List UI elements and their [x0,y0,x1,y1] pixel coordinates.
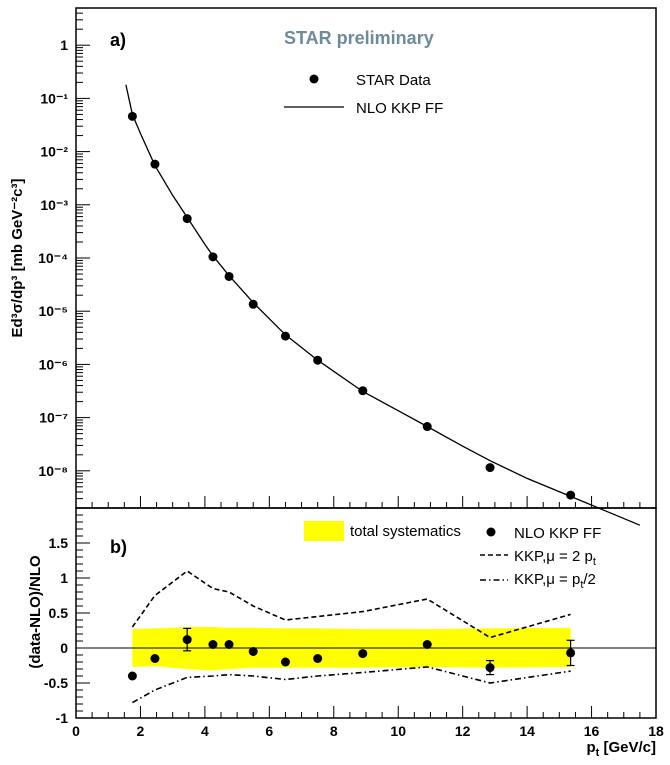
top-y-tick-label: 10⁻² [40,144,68,160]
legend-swatch-systematics [304,521,344,541]
top-y-tick-label: 10⁻⁶ [39,356,68,372]
legend-label-nlo-points: NLO KKP FF [514,525,601,542]
bottom-y-tick-label: -0.5 [44,675,68,691]
x-tick-label: 12 [455,723,471,739]
star-data-point [313,355,323,365]
bottom-y-tick-label: -1 [56,710,69,726]
x-tick-label: 18 [648,723,664,739]
top-y-tick-label: 10⁻⁷ [39,410,68,426]
bottom-y-tick-label: 1 [60,570,68,586]
legend-marker-star-data [309,74,319,84]
systematics-band-area [132,627,571,671]
x-axis-label: pt [GeV/c] [586,739,656,759]
bottom-y-tick-label: 0 [60,640,68,656]
top-legend: STAR Data NLO KKP FF [284,72,443,117]
nlo-kkp-curve [125,84,641,526]
ratio-data-point [224,640,234,649]
bottom-panel-label: b) [110,537,127,557]
bottom-y-tick-label: 1.5 [49,535,69,551]
top-y-tick-label: 10⁻⁸ [38,463,68,479]
ratio-data-point [422,640,432,649]
ratio-data-point [485,663,495,673]
legend-marker-nlo-points [486,527,496,537]
ratio-data-point [127,671,137,681]
x-tick-label: 2 [137,723,145,739]
star-data-point [150,159,160,169]
systematics-band [132,627,571,671]
x-tick-label: 14 [519,723,535,739]
legend-label-nlo: NLO KKP FF [356,100,443,117]
bottom-curves [131,570,571,704]
top-data-points [127,111,576,500]
legend-label-dashdot: KKP,μ = pt/2 [514,571,596,591]
star-data-point [208,252,218,262]
star-data-point [485,463,495,473]
bottom-legend: total systematics NLO KKP FF KKP,μ = 2 p… [304,521,601,591]
ratio-data-point [150,654,160,663]
legend-label-dashed: KKP,μ = 2 pt [514,548,596,568]
legend-label-star-data: STAR Data [356,72,431,89]
bottom-axis-ticks: -1 -0.5 0 0.5 1 1.5 0 2 4 6 8 10 12 14 16 18 [44,496,664,739]
x-tick-label: 16 [584,723,600,739]
top-y-tick-label: 10⁻³ [40,197,68,213]
x-tick-label: 4 [201,723,209,739]
star-data-point [224,271,234,281]
top-y-axis-ticks: 1 10⁻¹ 10⁻² 10⁻³ 10⁻⁴ 10⁻⁵ 10⁻⁶ 10⁻⁷ 10⁻⁸ [38,7,90,509]
star-data-point [127,111,137,121]
top-y-tick-label: 10⁻¹ [40,90,68,106]
top-y-tick-label: 10⁻⁵ [38,303,68,319]
x-tick-label: 6 [265,723,273,739]
ratio-data-point [208,640,218,649]
kkp-mu-pt-half-line [132,666,571,704]
top-panel-label: a) [110,30,126,50]
kkp-mu-2pt-line [131,570,571,639]
legend-label-systematics: total systematics [350,523,461,540]
star-data-point [280,331,290,341]
preliminary-annotation: STAR preliminary [284,28,434,48]
ratio-data-point [358,649,368,659]
ratio-data-point [313,654,323,663]
ratio-data-point [280,657,290,667]
star-data-point [182,214,192,224]
star-data-point [566,490,576,500]
top-nlo-curve [125,84,641,526]
bottom-y-axis-label: (data-NLO)/NLO [27,555,44,669]
star-data-point [422,422,432,432]
x-tick-label: 0 [72,723,80,739]
ratio-data-point [566,648,576,658]
top-y-axis-label: Ed³σ/dp³ [mb GeV⁻²c³] [9,178,26,337]
ratio-data-point [248,647,258,656]
top-y-tick-label: 1 [60,37,68,53]
ratio-data-point [182,635,192,645]
x-tick-label: 10 [390,723,406,739]
top-y-tick-label: 10⁻⁴ [38,250,68,266]
star-data-point [248,299,258,309]
star-data-point [358,386,368,396]
bottom-data-points [127,627,576,681]
bottom-y-tick-label: 0.5 [49,605,69,621]
x-tick-label: 8 [330,723,338,739]
